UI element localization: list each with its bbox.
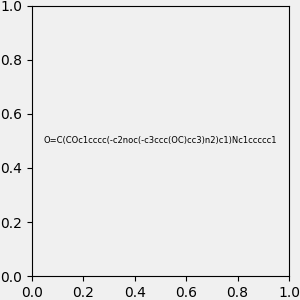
Text: O=C(COc1cccc(-c2noc(-c3ccc(OC)cc3)n2)c1)Nc1ccccc1: O=C(COc1cccc(-c2noc(-c3ccc(OC)cc3)n2)c1)… bbox=[44, 136, 277, 146]
